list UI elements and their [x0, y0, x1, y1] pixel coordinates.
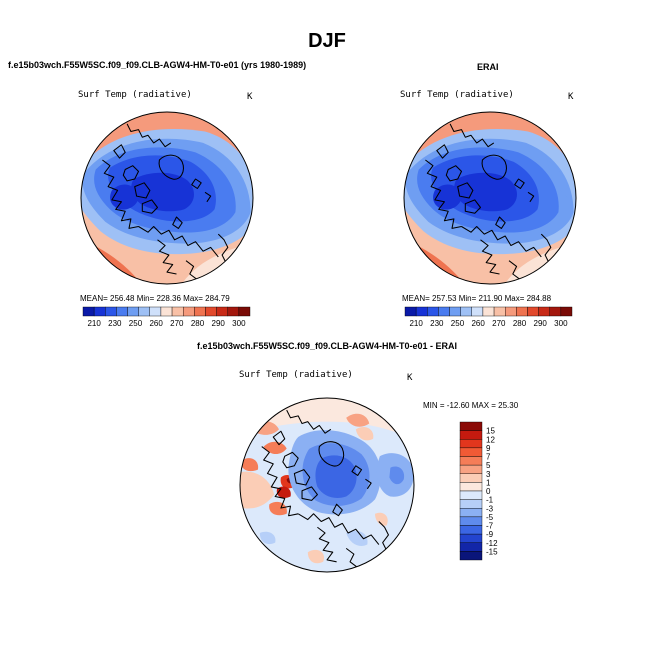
diff-colorbar-swatch: [459, 473, 483, 483]
model-colorbar: 210 230 250 260 270 280 290 300: [82, 306, 251, 328]
erai-colorbar-swatch: [427, 306, 439, 317]
diff-colorbar-tick-label: -9: [486, 530, 494, 539]
model-variable-label: Surf Temp (radiative): [78, 90, 192, 100]
model-colorbar-tick-label: 260: [149, 319, 163, 328]
erai-polar-map: [403, 111, 577, 285]
erai-colorbar-swatch: [560, 306, 573, 317]
model-units-label: K: [247, 92, 253, 102]
model-colorbar-tick-label: 270: [170, 319, 184, 328]
model-colorbar-swatch: [216, 306, 228, 317]
diff-colorbar-swatch: [459, 525, 483, 535]
erai-units-label: K: [568, 92, 574, 102]
erai-colorbar-swatch: [449, 306, 461, 317]
diff-colorbar-swatch: [459, 430, 483, 440]
model-panel-heading: f.e15b03wch.F55W5SC.f09_f09.CLB-AGW4-HM-…: [8, 60, 307, 70]
diff-colorbar-swatch: [459, 542, 483, 552]
diff-variable-label: Surf Temp (radiative): [239, 370, 353, 380]
model-colorbar-swatch: [238, 306, 251, 317]
erai-colorbar-swatch: [549, 306, 562, 317]
erai-colorbar: 210 230 250 260 270 280 290 300: [404, 306, 573, 328]
diff-colorbar-tick-label: 9: [486, 444, 491, 453]
model-colorbar-swatch: [82, 306, 95, 317]
erai-colorbar-swatch: [516, 306, 528, 317]
model-colorbar-swatch: [194, 306, 206, 317]
erai-colorbar-swatch: [404, 306, 417, 317]
erai-colorbar-swatch: [471, 306, 484, 317]
diff-colorbar-swatch: [459, 464, 483, 474]
diff-colorbar-swatch: [459, 490, 483, 500]
diff-units-label: K: [407, 373, 413, 383]
diff-polar-map: [239, 397, 415, 573]
model-colorbar-swatch: [171, 306, 184, 317]
diff-colorbar-tick-label: 12: [486, 435, 495, 444]
model-stats: MEAN= 256.48 Min= 228.36 Max= 284.79: [80, 294, 230, 303]
diff-colorbar-tick-label: 7: [486, 453, 491, 462]
diff-colorbar-tick-label: 0: [486, 487, 491, 496]
diff-colorbar-tick-label: 5: [486, 461, 491, 470]
erai-colorbar-swatch: [460, 306, 472, 317]
erai-colorbar-tick-label: 230: [430, 319, 444, 328]
figure-title: DJF: [308, 30, 346, 52]
erai-colorbar-tick-label: 250: [451, 319, 465, 328]
diff-colorbar-swatch: [459, 533, 483, 543]
model-colorbar-swatch: [116, 306, 128, 317]
model-colorbar-swatch: [160, 306, 173, 317]
diff-colorbar-swatch: [459, 439, 483, 449]
diff-colorbar-tick-label: 15: [486, 427, 495, 436]
erai-colorbar-swatch: [538, 306, 550, 317]
diff-stats: MIN = -12.60 MAX = 25.30: [423, 401, 519, 410]
model-colorbar-swatch: [93, 306, 106, 317]
diff-colorbar-tick-label: -15: [486, 547, 498, 556]
erai-colorbar-tick-label: 270: [492, 319, 506, 328]
diff-colorbar-tick-label: -1: [486, 496, 494, 505]
model-colorbar-tick-label: 250: [129, 319, 143, 328]
erai-colorbar-tick-label: 280: [513, 319, 527, 328]
erai-colorbar-swatch: [505, 306, 517, 317]
erai-panel-heading: ERAI: [477, 62, 499, 72]
model-colorbar-swatch: [105, 306, 117, 317]
model-colorbar-tick-label: 290: [212, 319, 226, 328]
diff-colorbar-tick-label: 1: [486, 478, 491, 487]
diff-colorbar-swatch: [459, 421, 483, 431]
diff-colorbar-tick-label: -5: [486, 513, 494, 522]
erai-colorbar-tick-label: 210: [409, 319, 423, 328]
diff-colorbar-tick-label: -12: [486, 539, 498, 548]
diff-colorbar-swatch: [459, 516, 483, 526]
diff-colorbar-tick-label: -7: [486, 522, 494, 531]
model-colorbar-tick-label: 300: [232, 319, 246, 328]
diff-colorbar-swatch: [459, 499, 483, 509]
model-colorbar-swatch: [227, 306, 240, 317]
erai-colorbar-swatch: [493, 306, 506, 317]
model-polar-map: [80, 111, 254, 285]
erai-colorbar-swatch: [482, 306, 495, 317]
model-colorbar-swatch: [205, 306, 217, 317]
model-colorbar-swatch: [127, 306, 139, 317]
model-colorbar-swatch: [149, 306, 162, 317]
model-colorbar-tick-label: 230: [108, 319, 122, 328]
model-colorbar-swatch: [182, 306, 195, 317]
model-colorbar-tick-label: 210: [87, 319, 101, 328]
erai-stats: MEAN= 257.53 Min= 211.90 Max= 284.88: [402, 294, 552, 303]
erai-colorbar-swatch: [415, 306, 428, 317]
erai-variable-label: Surf Temp (radiative): [400, 90, 514, 100]
diff-panel-heading: f.e15b03wch.F55W5SC.f09_f09.CLB-AGW4-HM-…: [196, 341, 458, 351]
erai-colorbar-tick-label: 290: [534, 319, 548, 328]
diff-colorbar-swatch: [459, 482, 483, 492]
diff-colorbar-tick-label: 3: [486, 470, 491, 479]
diff-colorbar-swatch: [459, 447, 483, 457]
diff-colorbar-swatch: [459, 456, 483, 466]
diff-colorbar-swatch: [459, 551, 483, 561]
erai-colorbar-tick-label: 300: [554, 319, 568, 328]
diff-colorbar-swatch: [459, 508, 483, 518]
model-colorbar-swatch: [138, 306, 151, 317]
erai-colorbar-tick-label: 260: [471, 319, 485, 328]
diff-colorbar-tick-label: -3: [486, 504, 494, 513]
erai-colorbar-swatch: [438, 306, 450, 317]
model-colorbar-tick-label: 280: [191, 319, 205, 328]
erai-colorbar-swatch: [527, 306, 539, 317]
